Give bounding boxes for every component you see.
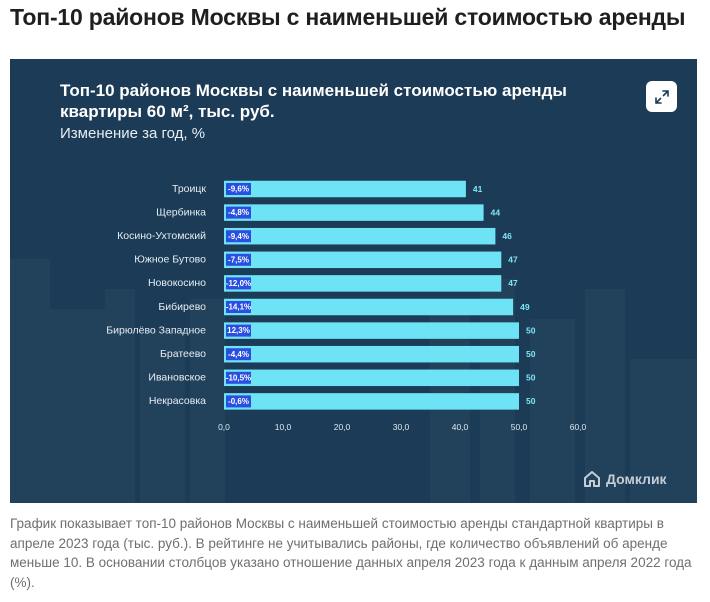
logo-text: Домклик bbox=[606, 471, 667, 487]
x-tick-label: 60,0 bbox=[570, 422, 587, 432]
bar bbox=[224, 298, 514, 316]
bar bbox=[224, 393, 519, 410]
bar-chart: Троицк -9,6% 41 Щербинка -4,8% 44 Косино-Ухтом… bbox=[10, 180, 587, 503]
x-tick-label: 50,0 bbox=[511, 422, 528, 432]
category-label: Косино-Ухтомский bbox=[117, 230, 206, 242]
chart-caption: График показывает топ-10 районов Москвы … bbox=[10, 516, 692, 590]
x-tick-label: 30,0 bbox=[393, 422, 410, 432]
change-label: -14,1% bbox=[226, 303, 251, 312]
house-logo-icon bbox=[584, 471, 600, 487]
change-badge bbox=[226, 183, 251, 195]
bar bbox=[224, 322, 519, 339]
change-badge bbox=[226, 324, 251, 337]
change-badge bbox=[226, 395, 251, 408]
change-label: -9,6% bbox=[228, 185, 249, 194]
bar bbox=[224, 345, 519, 363]
value-label: 50 bbox=[526, 325, 536, 335]
category-label: Бирюлёво Западное bbox=[106, 324, 206, 336]
change-label: -7,5% bbox=[228, 255, 249, 264]
bar bbox=[224, 369, 519, 387]
x-tick-label: 40,0 bbox=[452, 422, 469, 432]
change-badge bbox=[226, 277, 251, 290]
change-label: -12,0% bbox=[226, 279, 251, 288]
value-label: 50 bbox=[526, 349, 536, 359]
change-badge bbox=[226, 230, 251, 243]
background-building bbox=[105, 289, 135, 503]
expand-icon bbox=[654, 89, 669, 104]
page-title: Топ-10 районов Москвы с наименьшей стоим… bbox=[10, 4, 686, 30]
category-label: Южное Бутово bbox=[134, 254, 206, 266]
value-label: 47 bbox=[508, 278, 518, 288]
x-tick-label: 0,0 bbox=[218, 422, 230, 432]
x-tick-label: 20,0 bbox=[334, 422, 351, 432]
chart-subtitle: Изменение за год, % bbox=[60, 125, 206, 142]
change-badge bbox=[226, 371, 251, 384]
category-label: Троицк bbox=[172, 183, 206, 195]
value-label: 50 bbox=[526, 396, 536, 406]
chart-title: Топ-10 районов Москвы с наименьшей стоим… bbox=[60, 81, 567, 121]
background-building bbox=[10, 259, 50, 503]
bar bbox=[224, 227, 496, 245]
bar bbox=[224, 204, 484, 221]
expand-button[interactable] bbox=[646, 81, 677, 112]
bar bbox=[224, 180, 466, 198]
value-label: 47 bbox=[508, 255, 518, 265]
value-label: 41 bbox=[473, 184, 483, 194]
category-label: Бибирево bbox=[158, 301, 206, 313]
category-label: Некрасовка bbox=[149, 395, 206, 407]
domclick-logo: Домклик bbox=[583, 470, 667, 488]
category-label: Новокосино bbox=[148, 277, 206, 289]
value-label: 44 bbox=[491, 207, 501, 217]
category-label: Щербинка bbox=[156, 206, 206, 218]
change-label: 12,3% bbox=[227, 326, 250, 335]
value-label: 50 bbox=[526, 373, 536, 383]
value-label: 49 bbox=[520, 302, 530, 312]
change-badge bbox=[226, 348, 251, 361]
change-badge bbox=[226, 253, 251, 266]
x-tick-label: 10,0 bbox=[275, 422, 292, 432]
change-label: -0,6% bbox=[228, 397, 249, 406]
category-label: Братеево bbox=[160, 348, 206, 360]
change-badge bbox=[226, 206, 251, 219]
bar bbox=[224, 275, 502, 292]
change-label: -10,5% bbox=[226, 373, 251, 382]
background-building bbox=[50, 309, 105, 503]
change-label: -4,8% bbox=[228, 208, 249, 217]
chart-card: Топ-10 районов Москвы с наименьшей стоим… bbox=[10, 59, 697, 503]
bar bbox=[224, 251, 502, 269]
category-label: Ивановское bbox=[148, 372, 206, 384]
background-building bbox=[530, 319, 575, 503]
value-label: 46 bbox=[502, 231, 512, 241]
change-badge bbox=[226, 301, 251, 313]
change-label: -4,4% bbox=[228, 350, 249, 359]
change-label: -9,4% bbox=[228, 232, 249, 241]
